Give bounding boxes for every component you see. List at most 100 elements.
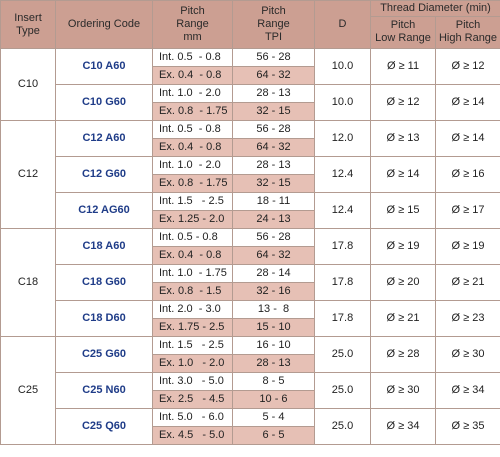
table-row: Ex. 0.4 - 0.8 64 - 32 [1, 138, 500, 157]
diameter-high-cell: Ø ≥ 14 [434, 84, 500, 121]
table-row: C12 AG60 Int. 1.5 - 2.5 18 - 11 12.4 Ø ≥ 15 Ø… [1, 192, 500, 229]
pitch-mm-cell: Ex. 0.4 - 0.8 [152, 66, 233, 85]
pitch-tpi-cell: 15 - 10 [232, 318, 315, 337]
insert-type-cell: C10 [0, 48, 56, 121]
pitch-tpi-cell: 10 - 6 [232, 390, 315, 409]
table-row: C10 C10 A60 Int. 0.5 - 0.8 56 - 28 10.0 Ø ≥ 1… [0, 48, 500, 121]
pitch-tpi-cell: 28 - 13 [232, 84, 315, 103]
pitch-mm-cell: Int. 1.5 - 2.5 [152, 336, 233, 355]
header-pitch-range-mm: Pitch Range mm [152, 0, 233, 49]
ordering-code-cell: C18 G60 [55, 264, 153, 301]
pitch-mm-cell: Int. 3.0 - 5.0 [152, 372, 233, 391]
diameter-low-cell: Ø ≥ 11 [370, 48, 436, 85]
diameter-high-cell: Ø ≥ 17 [434, 192, 500, 229]
diameter-low-cell: Ø ≥ 12 [370, 84, 436, 121]
d-value-cell: 12.4 [314, 192, 371, 229]
diameter-high-cell: Ø ≥ 21 [434, 264, 500, 301]
ordering-code-cell: C10 G60 [55, 84, 153, 121]
ordering-code-cell: C25 N60 [55, 372, 153, 409]
pitch-tpi-cell: 32 - 16 [232, 282, 315, 301]
d-value-cell: 25.0 [314, 336, 371, 373]
header-d: D [314, 0, 371, 49]
pitch-tpi-cell: 28 - 14 [232, 264, 315, 283]
diameter-high-cell: Ø ≥ 12 [434, 48, 500, 85]
table-row: Ex. 0.8 - 1.75 32 - 15 [1, 102, 500, 121]
table-row: C12 C12 A60 Int. 0.5 - 0.8 56 - 28 12.0 Ø ≥ 1… [0, 120, 500, 229]
pitch-mm-cell: Ex. 0.8 - 1.75 [152, 102, 233, 121]
pitch-tpi-cell: 28 - 13 [232, 156, 315, 175]
pitch-tpi-cell: 32 - 15 [232, 174, 315, 193]
d-value-cell: 25.0 [314, 372, 371, 409]
table-row: Ex. 1.25 - 2.0 24 - 13 [1, 210, 500, 229]
ordering-code-cell: C12 G60 [55, 156, 153, 193]
pitch-mm-cell: Int. 1.0 - 2.0 [152, 156, 233, 175]
diameter-low-cell: Ø ≥ 19 [370, 228, 436, 265]
pitch-mm-cell: Ex. 1.0 - 2.0 [152, 354, 233, 373]
diameter-high-cell: Ø ≥ 35 [434, 408, 500, 445]
ordering-code-cell: C12 A60 [55, 120, 153, 157]
pitch-mm-cell: Ex. 2.5 - 4.5 [152, 390, 233, 409]
pitch-tpi-cell: 32 - 15 [232, 102, 315, 121]
insert-type-cell: C12 [0, 120, 56, 229]
pitch-mm-cell: Int. 0.5 - 0.8 [152, 48, 233, 67]
table-row: C18 C18 A60 Int. 0.5 - 0.8 56 - 28 17.8 Ø ≥ 1… [0, 228, 500, 337]
diameter-low-cell: Ø ≥ 30 [370, 372, 436, 409]
table-row: C25 N60 Int. 3.0 - 5.0 8 - 5 25.0 Ø ≥ 30 Ø ≥ … [1, 372, 500, 409]
insert-type-cell: C25 [0, 336, 56, 445]
ordering-code-cell: C12 AG60 [55, 192, 153, 229]
pitch-tpi-cell: 28 - 13 [232, 354, 315, 373]
header-pitch-high-range: Pitch High Range [434, 16, 500, 49]
d-value-cell: 17.8 [314, 264, 371, 301]
ordering-code-cell: C18 A60 [55, 228, 153, 265]
pitch-tpi-cell: 16 - 10 [232, 336, 315, 355]
diameter-high-cell: Ø ≥ 19 [434, 228, 500, 265]
pitch-tpi-cell: 56 - 28 [232, 120, 315, 139]
diameter-low-cell: Ø ≥ 21 [370, 300, 436, 337]
pitch-mm-cell: Ex. 1.75 - 2.5 [152, 318, 233, 337]
pitch-mm-cell: Int. 1.5 - 2.5 [152, 192, 233, 211]
ordering-code-cell: C25 G60 [55, 336, 153, 373]
diameter-low-cell: Ø ≥ 34 [370, 408, 436, 445]
table-row: Ex. 4.5 - 5.0 6 - 5 [1, 426, 500, 445]
header-pitch-low-range: Pitch Low Range [370, 16, 436, 49]
diameter-low-cell: Ø ≥ 14 [370, 156, 436, 193]
table-row: C18 G60 Int. 1.0 - 1.75 28 - 14 17.8 Ø ≥ 20 Ø… [1, 264, 500, 301]
header-insert-type: Insert Type [0, 0, 56, 49]
pitch-tpi-cell: 5 - 4 [232, 408, 315, 427]
diameter-high-cell: Ø ≥ 30 [434, 336, 500, 373]
table-row: C18 D60 Int. 2.0 - 3.0 13 - 8 17.8 Ø ≥ 21 Ø ≥… [1, 300, 500, 337]
pitch-tpi-cell: 56 - 28 [232, 228, 315, 247]
pitch-mm-cell: Ex. 0.8 - 1.5 [152, 282, 233, 301]
pitch-tpi-cell: 64 - 32 [232, 66, 315, 85]
table-row: C10 G60 Int. 1.0 - 2.0 28 - 13 10.0 Ø ≥ 12 Ø … [1, 84, 500, 121]
insert-type-cell: C18 [0, 228, 56, 337]
ordering-code-cell: C25 Q60 [55, 408, 153, 445]
pitch-tpi-cell: 8 - 5 [232, 372, 315, 391]
pitch-mm-cell: Ex. 0.4 - 0.8 [152, 246, 233, 265]
diameter-high-cell: Ø ≥ 14 [434, 120, 500, 157]
header-pitch-range-tpi: Pitch Range TPI [232, 0, 315, 49]
pitch-mm-cell: Ex. 0.4 - 0.8 [152, 138, 233, 157]
pitch-mm-cell: Int. 1.0 - 2.0 [152, 84, 233, 103]
d-value-cell: 10.0 [314, 48, 371, 85]
diameter-high-cell: Ø ≥ 16 [434, 156, 500, 193]
d-value-cell: 12.0 [314, 120, 371, 157]
pitch-tpi-cell: 64 - 32 [232, 246, 315, 265]
spec-table-body: C10 C10 A60 Int. 0.5 - 0.8 56 - 28 10.0 Ø ≥ 1… [0, 48, 500, 445]
pitch-mm-cell: Ex. 0.8 - 1.75 [152, 174, 233, 193]
diameter-high-cell: Ø ≥ 23 [434, 300, 500, 337]
pitch-mm-cell: Ex. 1.25 - 2.0 [152, 210, 233, 229]
table-row: C25 Q60 Int. 5.0 - 6.0 5 - 4 25.0 Ø ≥ 34 Ø ≥ … [1, 408, 500, 445]
header-thread-diameter: Thread Diameter (min) [369, 0, 500, 17]
pitch-tpi-cell: 6 - 5 [232, 426, 315, 445]
pitch-mm-cell: Ex. 4.5 - 5.0 [152, 426, 233, 445]
pitch-mm-cell: Int. 0.5 - 0.8 [152, 120, 233, 139]
thread-spec-table: Insert Type Ordering Code Pitch Range mm Pi… [0, 0, 500, 445]
table-row: Ex. 1.0 - 2.0 28 - 13 [1, 354, 500, 373]
diameter-low-cell: Ø ≥ 20 [370, 264, 436, 301]
pitch-tpi-cell: 18 - 11 [232, 192, 315, 211]
pitch-tpi-cell: 24 - 13 [232, 210, 315, 229]
d-value-cell: 17.8 [314, 228, 371, 265]
ordering-code-cell: C18 D60 [55, 300, 153, 337]
pitch-mm-cell: Int. 1.0 - 1.75 [152, 264, 233, 283]
